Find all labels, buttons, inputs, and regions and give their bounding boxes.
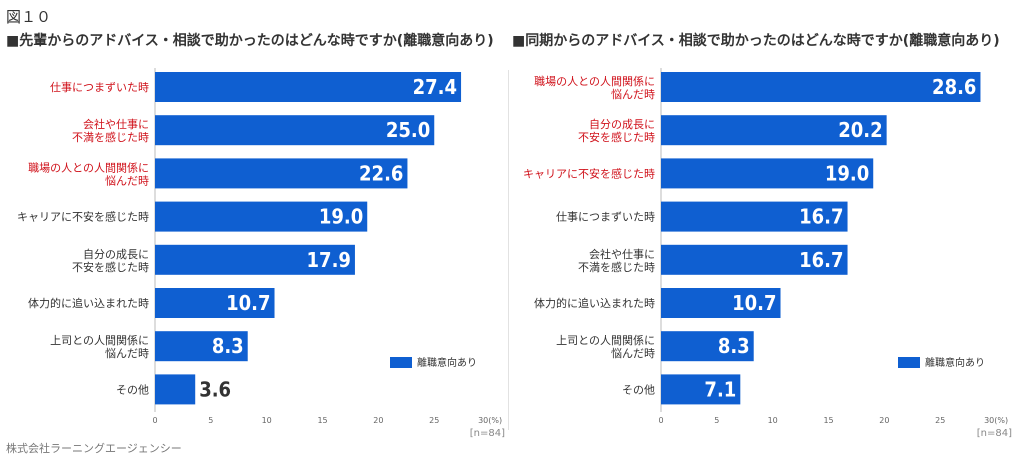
x-tick-label: 30(%) (478, 416, 502, 425)
x-tick-label: 10 (262, 416, 272, 425)
category-label: 上司との人間関係に (556, 334, 655, 347)
bar-value-label: 8.3 (212, 334, 244, 358)
figure-label: 図１０ (6, 8, 52, 26)
x-tick-label: 20 (373, 416, 383, 425)
bar-value-label: 16.7 (799, 248, 843, 272)
category-label: 自分の成長に (83, 248, 149, 261)
category-label: 体力的に追い込まれた時 (28, 296, 149, 310)
x-tick-label: 15 (823, 416, 833, 425)
sample-size-label: [n=84] (977, 428, 1012, 439)
category-label: 自分の成長に (589, 118, 655, 131)
category-label: その他 (622, 383, 655, 396)
category-label: 職場の人との人間関係に (534, 75, 655, 88)
x-tick-label: 25 (429, 416, 439, 425)
x-tick-label: 5 (208, 416, 213, 425)
category-label: 悩んだ時 (105, 346, 149, 360)
x-tick-label: 5 (714, 416, 719, 425)
bar-value-label: 20.2 (838, 118, 882, 142)
x-tick-label: 0 (152, 416, 157, 425)
bar-value-label: 3.6 (199, 377, 231, 401)
bar-value-label: 25.0 (386, 118, 430, 142)
bar (661, 374, 741, 405)
category-label: 不満を感じた時 (578, 261, 655, 274)
bar-value-label: 22.6 (359, 161, 403, 185)
category-label: 会社や仕事に (589, 247, 655, 261)
legend-swatch (898, 357, 920, 368)
panel-divider (508, 70, 509, 430)
bar (661, 244, 848, 275)
bar (661, 201, 848, 232)
bar-value-label: 17.9 (307, 248, 351, 272)
bar (661, 158, 874, 189)
category-label: 悩んだ時 (105, 173, 149, 187)
category-label: その他 (116, 383, 149, 396)
category-label: 仕事につまずいた時 (50, 81, 149, 94)
x-tick-label: 10 (768, 416, 778, 425)
legend-label: 離職意向あり (925, 356, 985, 369)
x-tick-label: 0 (658, 416, 663, 425)
bar (155, 374, 196, 405)
bar (661, 115, 887, 146)
bar (661, 288, 781, 318)
x-tick-label: 15 (317, 416, 327, 425)
legend-swatch (390, 357, 412, 368)
category-label: 職場の人との人間関係に (28, 161, 149, 174)
footer-company: 株式会社ラーニングエージェンシー (6, 442, 182, 455)
category-label: 会社や仕事に (83, 117, 149, 131)
bar (155, 288, 275, 318)
category-label: 体力的に追い込まれた時 (534, 296, 655, 310)
bar-value-label: 8.3 (718, 334, 750, 358)
category-label: 不安を感じた時 (578, 130, 655, 144)
bar (155, 201, 368, 232)
bar (661, 331, 754, 362)
category-label: キャリアに不安を感じた時 (17, 210, 149, 224)
bar-value-label: 10.7 (732, 291, 776, 315)
bar (155, 158, 408, 189)
category-label: 仕事につまずいた時 (556, 211, 655, 224)
chart-title-douki: ■同期からのアドバイス・相談で助かったのはどんな時ですか(離職意向あり) (512, 33, 1000, 49)
bar (155, 331, 248, 362)
category-label: 悩んだ時 (611, 346, 655, 360)
x-tick-label: 25 (935, 416, 945, 425)
category-label: 悩んだ時 (611, 87, 655, 101)
bar-value-label: 16.7 (799, 205, 843, 229)
bar-value-label: 19.0 (825, 161, 869, 185)
legend-label: 離職意向あり (417, 356, 477, 369)
chart-title-senpai: ■先輩からのアドバイス・相談で助かったのはどんな時ですか(離職意向あり) (6, 33, 494, 49)
sample-size-label: [n=84] (470, 428, 505, 439)
bar (155, 115, 435, 146)
x-tick-label: 30(%) (984, 416, 1008, 425)
bar (661, 72, 981, 102)
bar-value-label: 28.6 (932, 75, 976, 99)
bar-value-label: 19.0 (319, 205, 363, 229)
bar-value-label: 10.7 (226, 291, 270, 315)
category-label: 不安を感じた時 (72, 260, 149, 274)
x-tick-label: 20 (879, 416, 889, 425)
category-label: 不満を感じた時 (72, 131, 149, 144)
bar (155, 244, 355, 275)
bar-value-label: 27.4 (413, 75, 457, 99)
category-label: 上司との人間関係に (50, 334, 149, 347)
category-label: キャリアに不安を感じた時 (523, 166, 655, 180)
bar (155, 72, 462, 102)
bar-value-label: 7.1 (704, 377, 736, 401)
